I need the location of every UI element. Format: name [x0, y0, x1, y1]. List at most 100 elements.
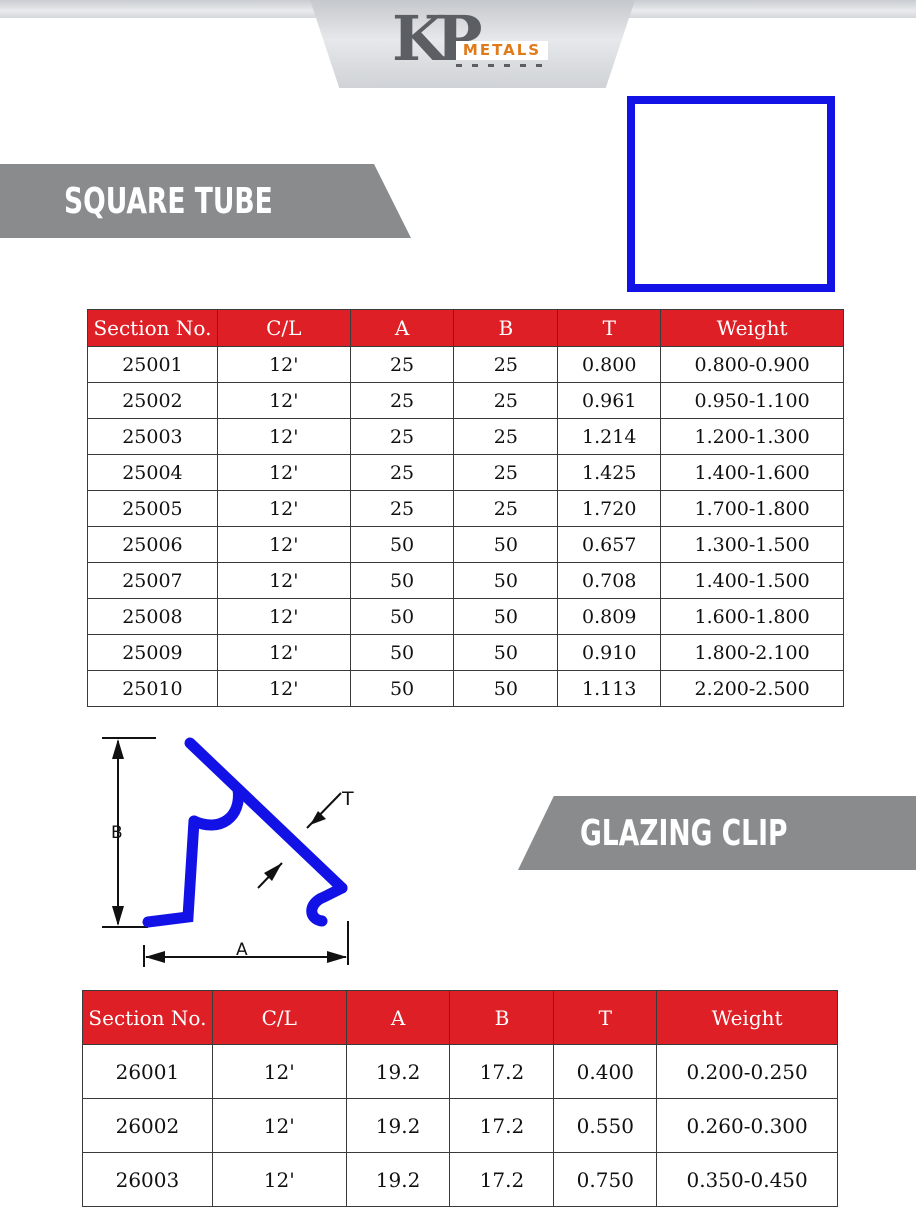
- a-cell: 25: [349, 382, 455, 419]
- a-cell: 50: [349, 562, 455, 599]
- table-header-row: Section No. C/L A B T Weight: [82, 990, 838, 1045]
- t-cell: 0.961: [557, 382, 662, 419]
- a-cell: 25: [349, 346, 455, 383]
- section-no-cell: 26001: [82, 1044, 213, 1099]
- a-cell: 25: [349, 454, 455, 491]
- t-cell: 0.657: [557, 526, 662, 563]
- dimension-t-label: T: [341, 788, 354, 810]
- cl-cell: 12': [216, 490, 351, 527]
- logo-underline: [456, 64, 548, 67]
- b-cell: 17.2: [449, 1152, 555, 1207]
- column-header: Section No.: [87, 309, 218, 347]
- logo-mark: KP: [392, 2, 482, 75]
- column-header: A: [345, 990, 451, 1045]
- t-cell: 1.425: [557, 454, 662, 491]
- section-no-cell: 25008: [87, 598, 218, 635]
- glazing-clip-profile-figure: B T A: [102, 737, 354, 967]
- b-cell: 50: [453, 562, 559, 599]
- cl-cell: 12': [216, 346, 351, 383]
- weight-cell: 2.200-2.500: [660, 670, 844, 707]
- cl-cell: 12': [211, 1044, 347, 1099]
- section-no-cell: 25002: [87, 382, 218, 419]
- cl-cell: 12': [216, 562, 351, 599]
- column-header: Weight: [660, 309, 844, 347]
- cl-cell: 12': [216, 418, 351, 455]
- square-tube-profile-figure: [627, 96, 835, 292]
- cl-cell: 12': [211, 1098, 347, 1153]
- column-header: B: [453, 309, 559, 347]
- weight-cell: 1.200-1.300: [660, 418, 844, 455]
- table-row: 25009 12' 50 50 0.910 1.800-2.100: [87, 634, 844, 671]
- t-cell: 0.910: [557, 634, 662, 671]
- t-cell: 1.214: [557, 418, 662, 455]
- table-row: 26003 12' 19.2 17.2 0.750 0.350-0.450: [82, 1152, 838, 1207]
- column-header: C/L: [211, 990, 347, 1045]
- section-no-cell: 26002: [82, 1098, 213, 1153]
- a-cell: 25: [349, 418, 455, 455]
- section-no-cell: 25003: [87, 418, 218, 455]
- dimension-a-label: A: [236, 940, 248, 960]
- table-header-row: Section No. C/L A B T Weight: [87, 309, 844, 347]
- b-cell: 50: [453, 670, 559, 707]
- column-header: C/L: [216, 309, 351, 347]
- a-cell: 19.2: [345, 1098, 451, 1153]
- b-cell: 50: [453, 634, 559, 671]
- table-row: 25005 12' 25 25 1.720 1.700-1.800: [87, 490, 844, 527]
- t-cell: 0.550: [553, 1098, 658, 1153]
- a-cell: 50: [349, 526, 455, 563]
- a-cell: 50: [349, 670, 455, 707]
- section-no-cell: 25007: [87, 562, 218, 599]
- table-row: 26002 12' 19.2 17.2 0.550 0.260-0.300: [82, 1098, 838, 1153]
- cl-cell: 12': [216, 634, 351, 671]
- weight-cell: 1.300-1.500: [660, 526, 844, 563]
- table-row: 25006 12' 50 50 0.657 1.300-1.500: [87, 526, 844, 563]
- weight-cell: 1.400-1.500: [660, 562, 844, 599]
- t-cell: 1.113: [557, 670, 662, 707]
- weight-cell: 0.200-0.250: [656, 1044, 838, 1099]
- weight-cell: 0.800-0.900: [660, 346, 844, 383]
- b-cell: 25: [453, 346, 559, 383]
- table-row: 25002 12' 25 25 0.961 0.950-1.100: [87, 382, 844, 419]
- section-no-cell: 25004: [87, 454, 218, 491]
- glazing-clip-title: GLAZING CLIP: [580, 812, 788, 854]
- a-cell: 19.2: [345, 1152, 451, 1207]
- logo-wordmark: METALS: [456, 41, 548, 60]
- cl-cell: 12': [211, 1152, 347, 1207]
- cl-cell: 12': [216, 670, 351, 707]
- column-header: T: [553, 990, 658, 1045]
- weight-cell: 1.600-1.800: [660, 598, 844, 635]
- column-header: Section No.: [82, 990, 213, 1045]
- dimension-b-label: B: [111, 823, 123, 843]
- a-cell: 25: [349, 490, 455, 527]
- section-no-cell: 25009: [87, 634, 218, 671]
- b-cell: 25: [453, 454, 559, 491]
- cl-cell: 12': [216, 382, 351, 419]
- column-header: A: [349, 309, 455, 347]
- square-tube-banner: SQUARE TUBE: [0, 164, 411, 238]
- weight-cell: 0.950-1.100: [660, 382, 844, 419]
- table-row: 25003 12' 25 25 1.214 1.200-1.300: [87, 418, 844, 455]
- b-cell: 25: [453, 382, 559, 419]
- a-cell: 19.2: [345, 1044, 451, 1099]
- cl-cell: 12': [216, 526, 351, 563]
- b-cell: 25: [453, 418, 559, 455]
- section-no-cell: 25005: [87, 490, 218, 527]
- t-cell: 0.809: [557, 598, 662, 635]
- section-no-cell: 25001: [87, 346, 218, 383]
- column-header: B: [449, 990, 555, 1045]
- table-row: 25001 12' 25 25 0.800 0.800-0.900: [87, 346, 844, 383]
- table-row: 25007 12' 50 50 0.708 1.400-1.500: [87, 562, 844, 599]
- table-row: 26001 12' 19.2 17.2 0.400 0.200-0.250: [82, 1044, 838, 1099]
- t-cell: 1.720: [557, 490, 662, 527]
- cl-cell: 12': [216, 598, 351, 635]
- b-cell: 50: [453, 598, 559, 635]
- b-cell: 17.2: [449, 1044, 555, 1099]
- section-no-cell: 25010: [87, 670, 218, 707]
- t-cell: 0.400: [553, 1044, 658, 1099]
- b-cell: 17.2: [449, 1098, 555, 1153]
- a-cell: 50: [349, 598, 455, 635]
- b-cell: 25: [453, 490, 559, 527]
- a-cell: 50: [349, 634, 455, 671]
- b-cell: 50: [453, 526, 559, 563]
- t-cell: 0.708: [557, 562, 662, 599]
